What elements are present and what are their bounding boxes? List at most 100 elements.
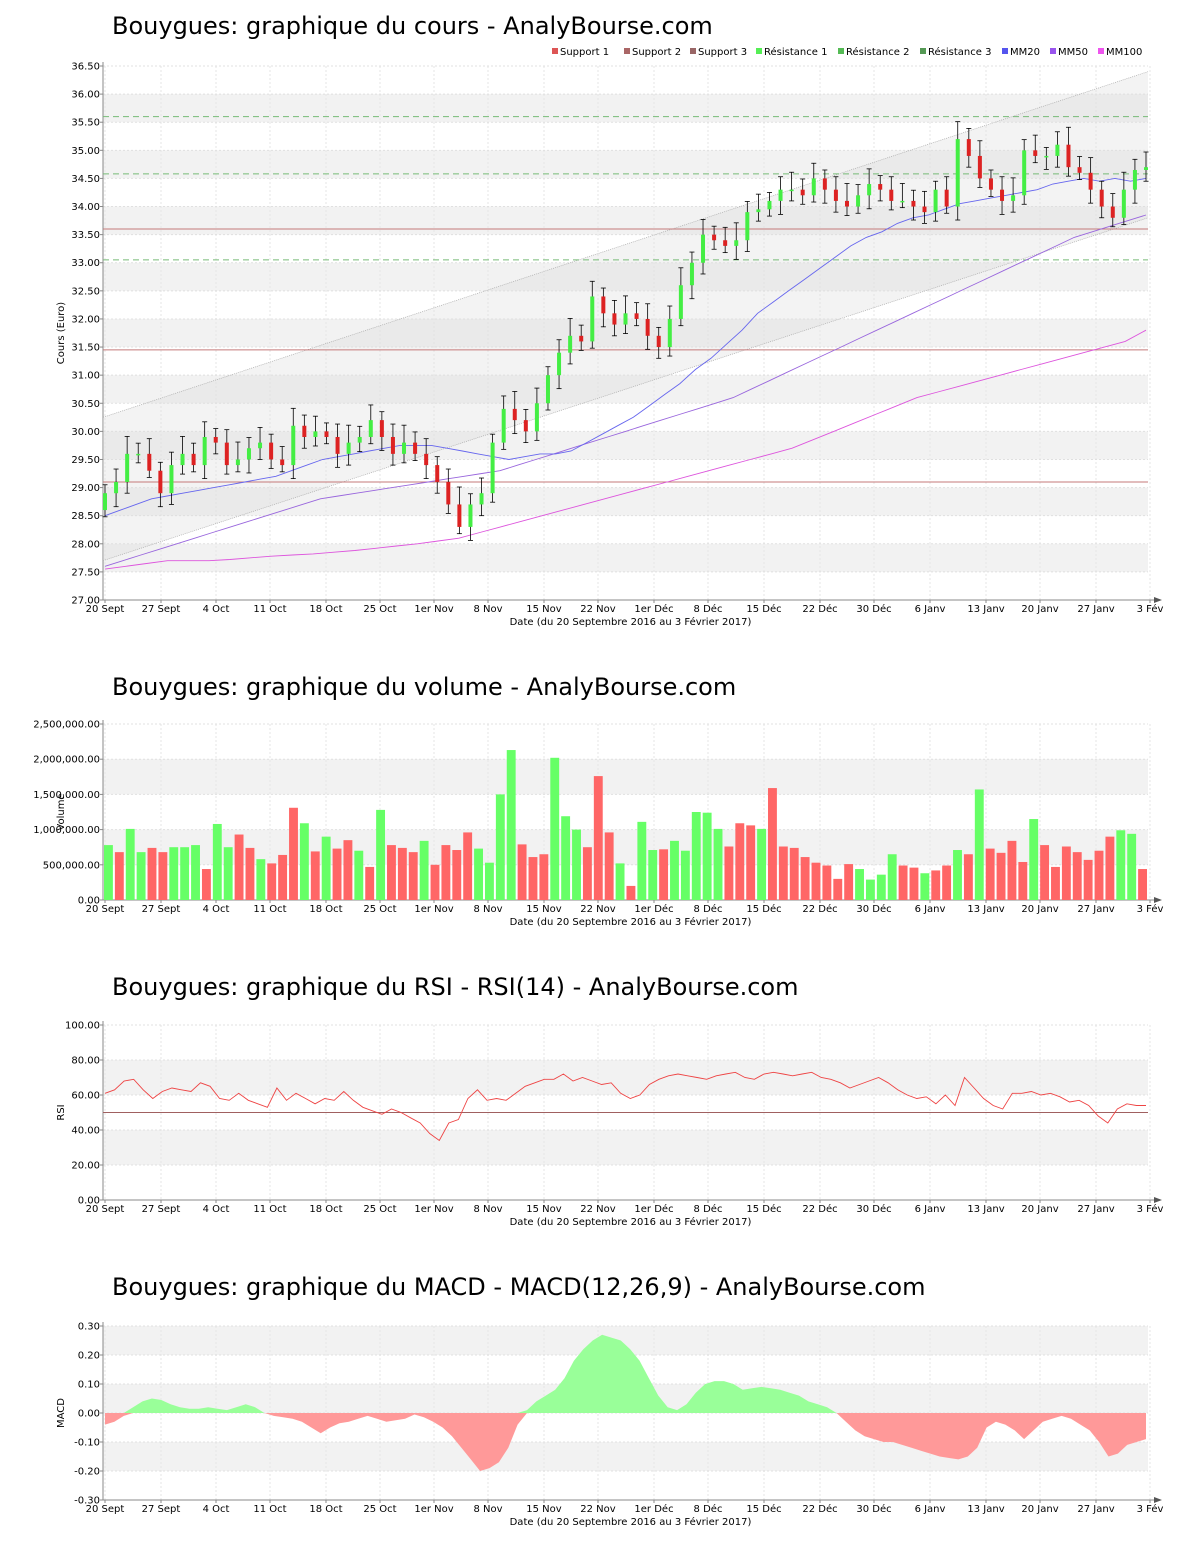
volume-bar: [833, 878, 843, 900]
volume-bar: [931, 870, 941, 900]
candle-body: [1110, 206, 1115, 218]
candle-body: [136, 453, 141, 456]
volume-bar: [343, 840, 353, 900]
x-tick-label: 1er Nov: [414, 1504, 453, 1515]
y-tick-label: 29.50: [71, 455, 100, 466]
candle-body: [1055, 144, 1060, 156]
x-tick-label: 8 Nov: [473, 1504, 502, 1515]
grid-band: [103, 829, 1148, 865]
x-axis-label: Date (du 20 Septembre 2016 au 3 Février …: [510, 916, 752, 928]
trend-channel-upper: [102, 71, 1149, 418]
candle-body: [745, 212, 750, 241]
x-tick-label: 13 Janv: [967, 1204, 1004, 1215]
volume-bar: [702, 812, 712, 900]
volume-bar: [1018, 861, 1028, 900]
legend-entry: Support 2: [632, 47, 681, 58]
volume-bar: [1040, 845, 1050, 900]
y-axis-label: MACD: [56, 1398, 67, 1428]
x-tick-label: 11 Oct: [253, 1504, 286, 1515]
y-tick-label: 0.00: [78, 896, 100, 907]
x-tick-label: 1er Nov: [414, 604, 453, 615]
y-tick-label: 32.00: [71, 314, 100, 325]
x-tick-label: 30 Déc: [856, 903, 891, 915]
y-axis-label: RSI: [56, 1104, 67, 1120]
candle-body: [568, 335, 573, 353]
candle-body: [856, 195, 861, 207]
legend-swatch: [552, 48, 558, 54]
x-tick-label: 3 Fév: [1137, 903, 1164, 915]
candle-body: [900, 200, 905, 203]
x-tick-label: 8 Nov: [473, 904, 502, 915]
candle-body: [922, 206, 927, 213]
candle-body: [114, 481, 119, 494]
legend-swatch: [690, 48, 696, 54]
volume-bar: [778, 846, 788, 900]
y-tick-label: 35.00: [71, 146, 100, 157]
x-tick-label: 18 Oct: [309, 1504, 342, 1515]
candle-body: [634, 313, 639, 319]
candle-body: [545, 375, 550, 404]
macd-chart: Bouygues: graphique du MACD - MACD(12,26…: [56, 1273, 1163, 1528]
x-tick-label: 25 Oct: [363, 1204, 396, 1215]
candle-body: [590, 296, 595, 342]
volume-bar: [452, 850, 462, 900]
volume-bar: [898, 865, 908, 900]
volume-bar: [887, 854, 897, 900]
trend-channel-lower: [102, 217, 1149, 561]
candle-body: [1022, 150, 1027, 196]
candle-body: [557, 352, 562, 376]
candle-body: [800, 189, 805, 196]
x-tick-label: 3 Fév: [1137, 603, 1164, 615]
x-tick-label: 25 Oct: [363, 604, 396, 615]
volume-bar: [474, 848, 483, 900]
volume-bar: [278, 854, 288, 900]
volume-bar: [746, 825, 756, 900]
volume-bar: [648, 850, 658, 900]
x-tick-label: 22 Déc: [802, 603, 837, 615]
volume-bar: [822, 865, 832, 900]
volume-bar: [953, 850, 962, 900]
x-tick-label: 22 Nov: [580, 604, 616, 615]
volume-bar: [963, 854, 973, 900]
candle-body: [346, 442, 351, 454]
volume-bar: [397, 847, 407, 900]
x-tick-label: 1er Déc: [634, 603, 673, 615]
y-tick-label: 0.00: [78, 1196, 100, 1207]
y-axis-label: Cours (Euro): [56, 302, 67, 365]
candle-body: [191, 453, 196, 466]
volume-bar: [724, 846, 734, 900]
x-tick-label: 30 Déc: [856, 1503, 891, 1515]
volume-bar: [550, 757, 560, 900]
volume-bar: [506, 750, 516, 900]
volume-bar: [865, 879, 875, 900]
candle-body: [712, 234, 717, 241]
candle-body: [767, 200, 772, 210]
volume-bar: [147, 847, 157, 900]
candle-body: [269, 442, 274, 460]
volume-bar: [768, 788, 777, 900]
candle-body: [368, 420, 373, 437]
y-tick-label: 32.50: [71, 286, 100, 297]
y-tick-label: 31.50: [71, 343, 100, 354]
legend-entry: MM50: [1058, 47, 1088, 58]
volume-bar: [463, 832, 473, 900]
volume-bar: [1007, 840, 1017, 900]
candle-body: [224, 442, 229, 466]
x-tick-label: 15 Déc: [746, 1503, 781, 1515]
volume-bar: [169, 847, 179, 900]
volume-bar: [572, 829, 581, 900]
x-tick-label: 27 Sept: [142, 1204, 181, 1215]
x-axis-label: Date (du 20 Septembre 2016 au 3 Février …: [510, 616, 752, 628]
x-tick-label: 20 Sept: [86, 904, 125, 915]
x-tick-label: 27 Sept: [142, 1504, 181, 1515]
x-tick-label: 11 Oct: [253, 904, 286, 915]
rsi-line: [104, 1071, 1146, 1142]
y-tick-label: 35.50: [71, 118, 100, 129]
candle-body: [944, 189, 949, 207]
volume-bar: [996, 852, 1006, 900]
y-tick-label: 500,000.00: [43, 860, 100, 871]
x-tick-label: 6 Janv: [915, 604, 946, 615]
candle-body: [534, 403, 539, 432]
y-tick-label: 28.50: [71, 511, 100, 522]
y-tick-label: 27.50: [71, 567, 100, 578]
